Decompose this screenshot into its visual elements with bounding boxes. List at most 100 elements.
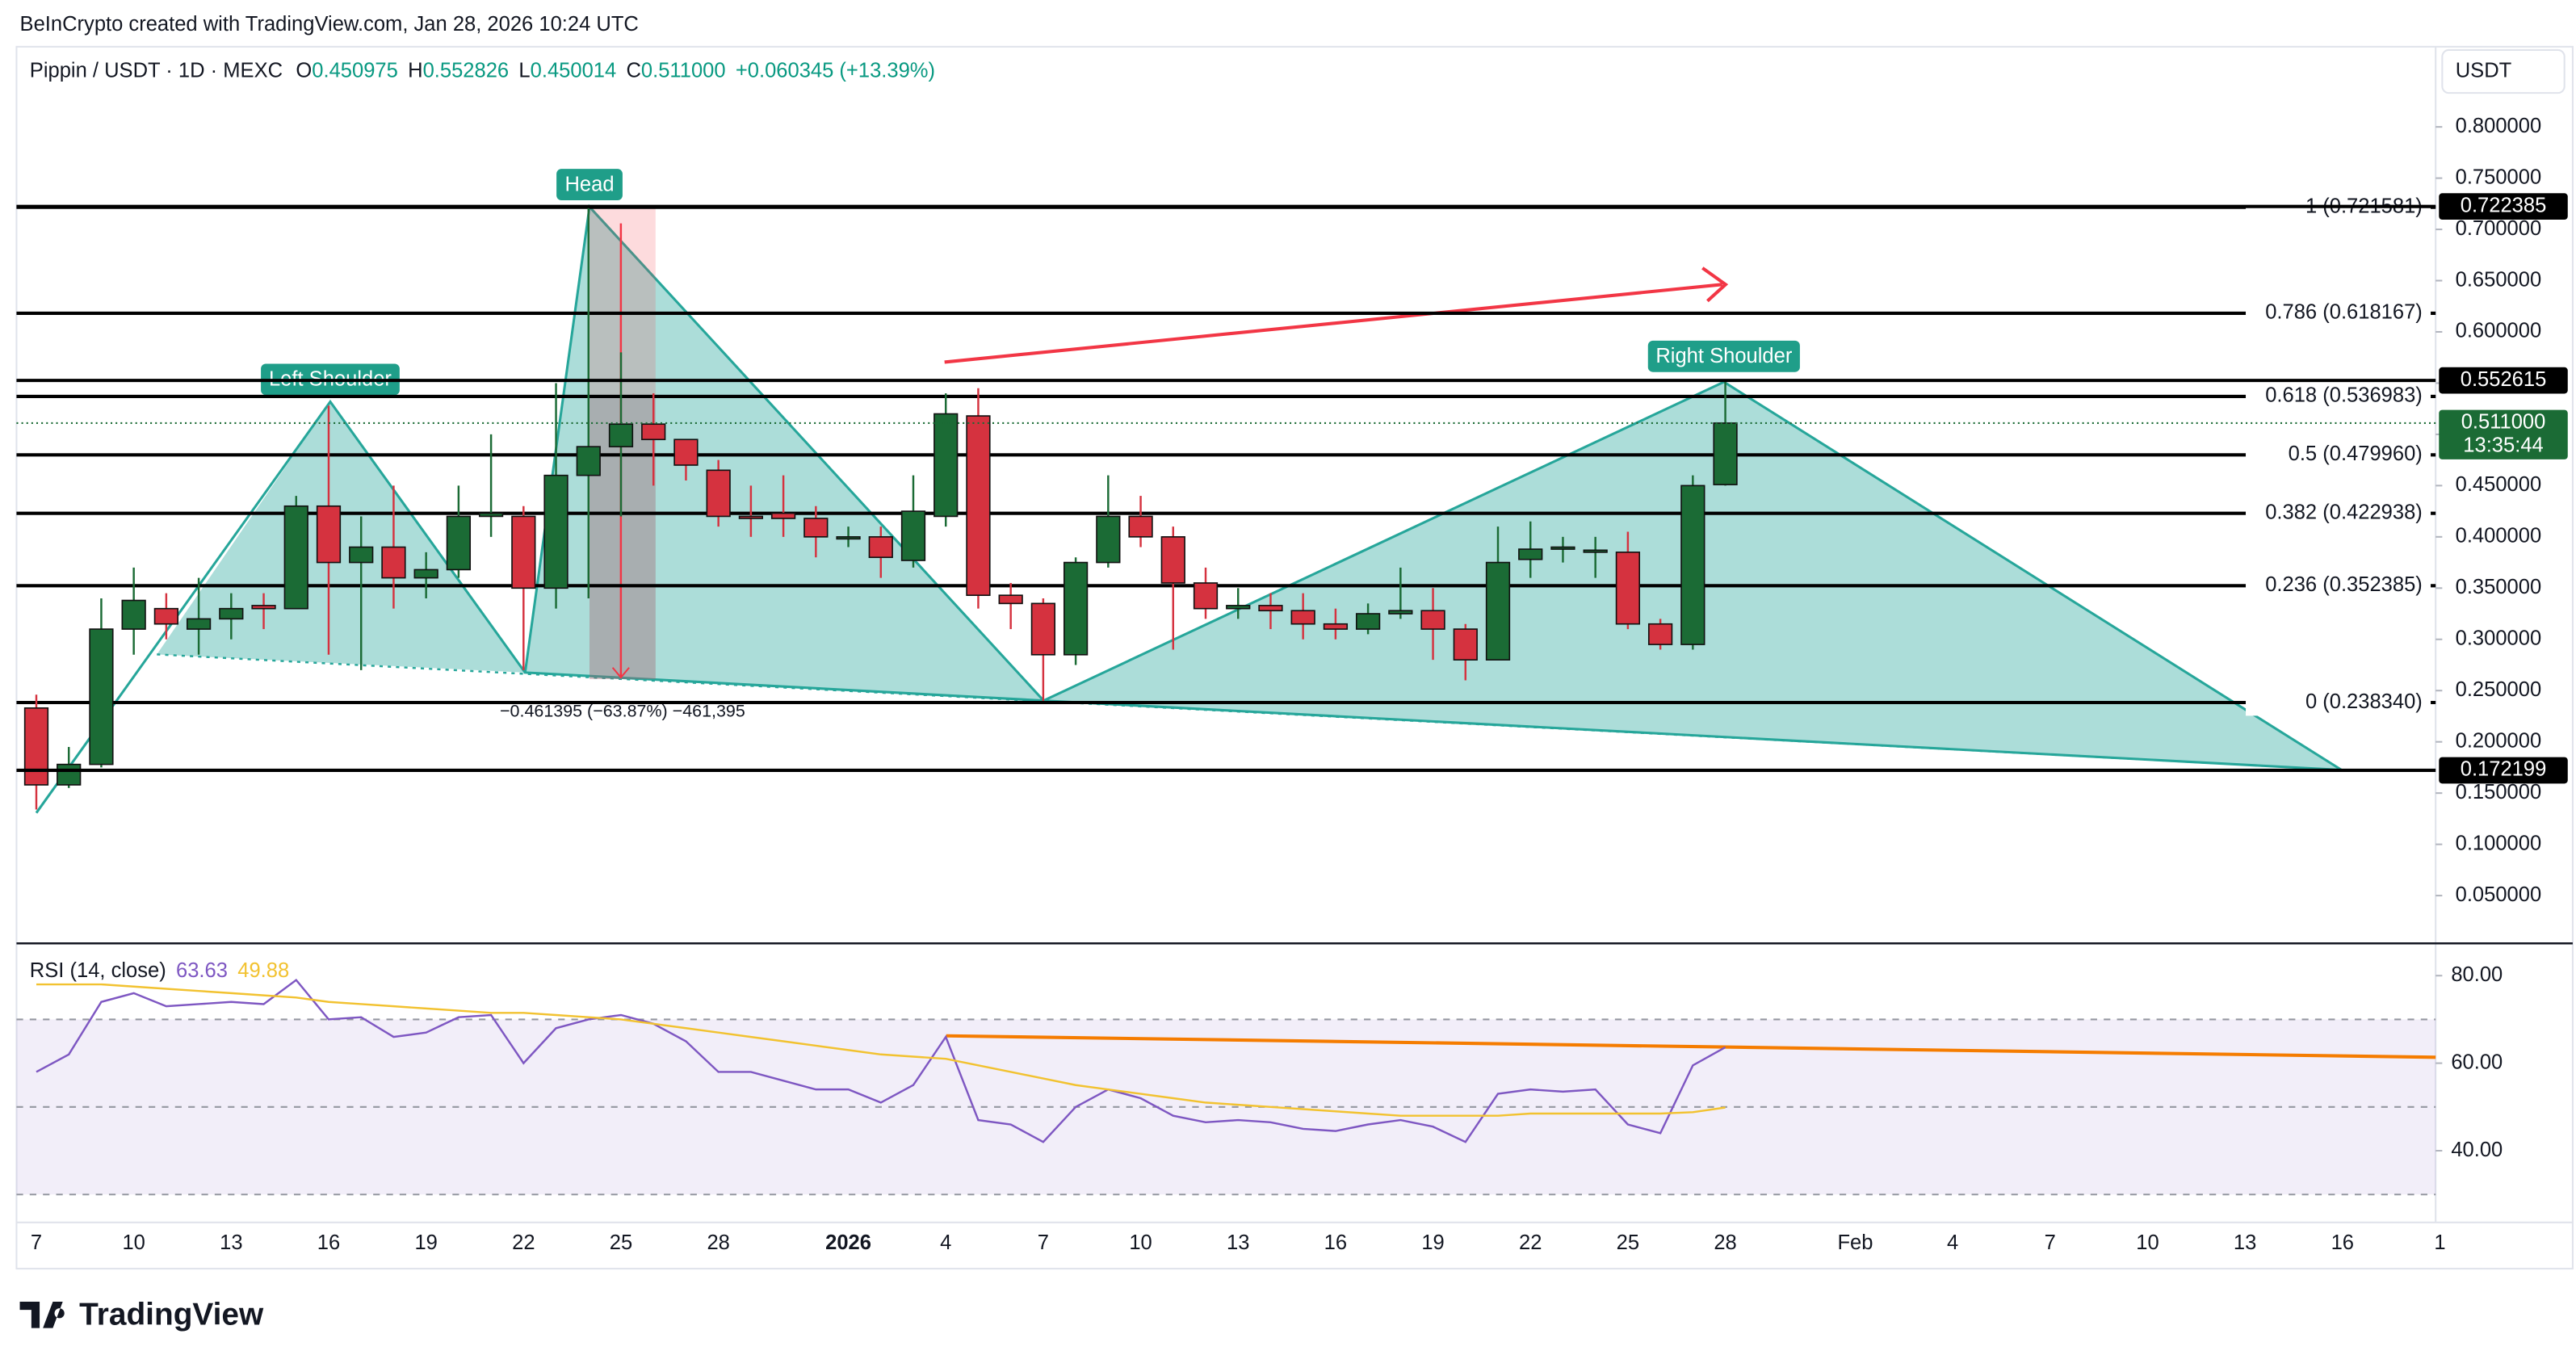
ohlc-key: L: [518, 59, 530, 82]
candle-body: [1583, 549, 1608, 553]
fib-label-bg: [2246, 441, 2431, 468]
rsi-value: 49.88: [237, 959, 289, 982]
candle-body: [1193, 582, 1219, 610]
candle-body: [89, 628, 114, 766]
fib-label: 0 (0.238340): [2305, 690, 2423, 713]
fib-label: 0.236 (0.352385): [2265, 573, 2423, 596]
x-tick-label: 10: [2136, 1231, 2159, 1254]
candle-body: [121, 599, 146, 630]
price-tag-label: 0.722385: [2461, 194, 2547, 216]
candle-body: [1388, 610, 1413, 615]
y-tick-label: 0.750000: [2456, 166, 2542, 188]
candle-body: [1030, 602, 1056, 656]
price-tag: [2439, 367, 2568, 394]
candle-body: [933, 413, 959, 518]
x-tick-label: 16: [317, 1231, 340, 1254]
fib-label: 0.786 (0.618167): [2265, 301, 2423, 324]
currency[interactable]: USDT: [2456, 59, 2512, 82]
rsi-value: 63.63: [176, 959, 228, 982]
y-tick-label: 0.050000: [2456, 883, 2542, 906]
x-tick-label: 1: [2434, 1231, 2445, 1254]
fib-label-bg: [2246, 500, 2431, 527]
label-box: [1647, 340, 1800, 372]
fib-label-bg: [2246, 572, 2431, 599]
logo-text: TradingView: [79, 1298, 264, 1332]
candle-body: [998, 594, 1023, 605]
candle-body: [1323, 623, 1349, 630]
x-tick-label: 13: [2234, 1231, 2256, 1254]
candle-body: [770, 512, 796, 519]
candle-body: [803, 518, 829, 538]
x-tick-label: 7: [2045, 1231, 2056, 1254]
x-tick-label: 16: [1324, 1231, 1347, 1254]
candle-body: [576, 446, 601, 476]
rsi-header: RSI (14, close) 63.63 49.88: [30, 959, 289, 982]
rsi-trendline: [946, 1034, 2436, 1059]
candle-body: [381, 546, 406, 579]
candle-body: [836, 536, 861, 540]
symbol: Pippin / USDT · 1D · MEXC: [30, 59, 283, 82]
candle-body: [608, 423, 634, 447]
candle-body: [251, 605, 276, 610]
price-tag-label: 0.552615: [2461, 368, 2547, 391]
candle-body: [1355, 613, 1381, 630]
price-tag-label: 0.172199: [2461, 758, 2547, 781]
ohlc-value: 0.511000: [641, 59, 726, 82]
neckline: [157, 653, 2342, 771]
x-tick-label: 4: [940, 1231, 951, 1254]
x-tick-label: 19: [414, 1231, 437, 1254]
candle-body: [1453, 628, 1478, 661]
y-tick-label: 80.00: [2451, 963, 2503, 986]
measure-label: −0.461395 (−63.87%) −461,395: [500, 702, 745, 721]
candle-body: [446, 515, 472, 571]
candle-body: [478, 512, 504, 518]
x-tick-label: 4: [1947, 1231, 1958, 1254]
right-shoulder-label: Right Shoulder: [1655, 345, 1792, 367]
fib-label: 0.382 (0.422938): [2265, 501, 2423, 523]
symbol-header: Pippin / USDT · 1D · MEXC O0.450975 H0.552…: [30, 59, 935, 82]
candle-body: [349, 546, 374, 564]
trend-arrow: [944, 283, 1723, 364]
fib-label: 0.618 (0.536983): [2265, 384, 2423, 407]
ohlc-key: H: [408, 59, 422, 82]
candle-body: [673, 438, 699, 466]
y-tick-label: 0.450000: [2456, 473, 2542, 496]
head-label: Head: [564, 173, 614, 195]
label-box: [556, 169, 623, 201]
x-tick-label: 22: [512, 1231, 535, 1254]
candle-body: [738, 515, 764, 519]
y-tick-label: 0.150000: [2456, 781, 2542, 803]
candle-body: [1096, 515, 1121, 564]
y-tick-label: 0.700000: [2456, 217, 2542, 240]
trend-arrow-head: [1701, 266, 1729, 303]
fib-label-bg: [2246, 689, 2431, 716]
candle-body: [966, 415, 991, 596]
currency-button[interactable]: [2441, 48, 2566, 94]
x-tick-label: 13: [220, 1231, 242, 1254]
candles: [23, 208, 1738, 810]
measure-arrow-head: [611, 667, 630, 679]
y-tick-label: 0.350000: [2456, 576, 2542, 598]
ohlc-value: 0.450014: [531, 59, 617, 82]
y-tick-label: 0.300000: [2456, 627, 2542, 650]
credit: BeInCrypto created with TradingView.com,…: [20, 13, 639, 36]
y-tick-label: 60.00: [2451, 1051, 2503, 1073]
candle-body: [316, 505, 342, 564]
candle-body: [1615, 552, 1641, 625]
x-tick-label: 28: [707, 1231, 729, 1254]
candle-body: [543, 474, 568, 589]
candle-body: [1420, 610, 1445, 630]
rsi-title: RSI (14, close): [30, 959, 166, 982]
candle-body: [57, 763, 82, 786]
rsi-line: [36, 978, 1726, 1143]
countdown: 13:35:44: [2463, 434, 2543, 456]
candle-body: [1550, 546, 1575, 550]
candle-body: [868, 536, 893, 559]
candle-body: [706, 469, 731, 518]
ohlc-value: 0.450975: [312, 59, 398, 82]
x-tick-label: 10: [1129, 1231, 1152, 1254]
fib-label-bg: [2246, 300, 2431, 327]
y-tick-label: 0.250000: [2456, 678, 2542, 701]
